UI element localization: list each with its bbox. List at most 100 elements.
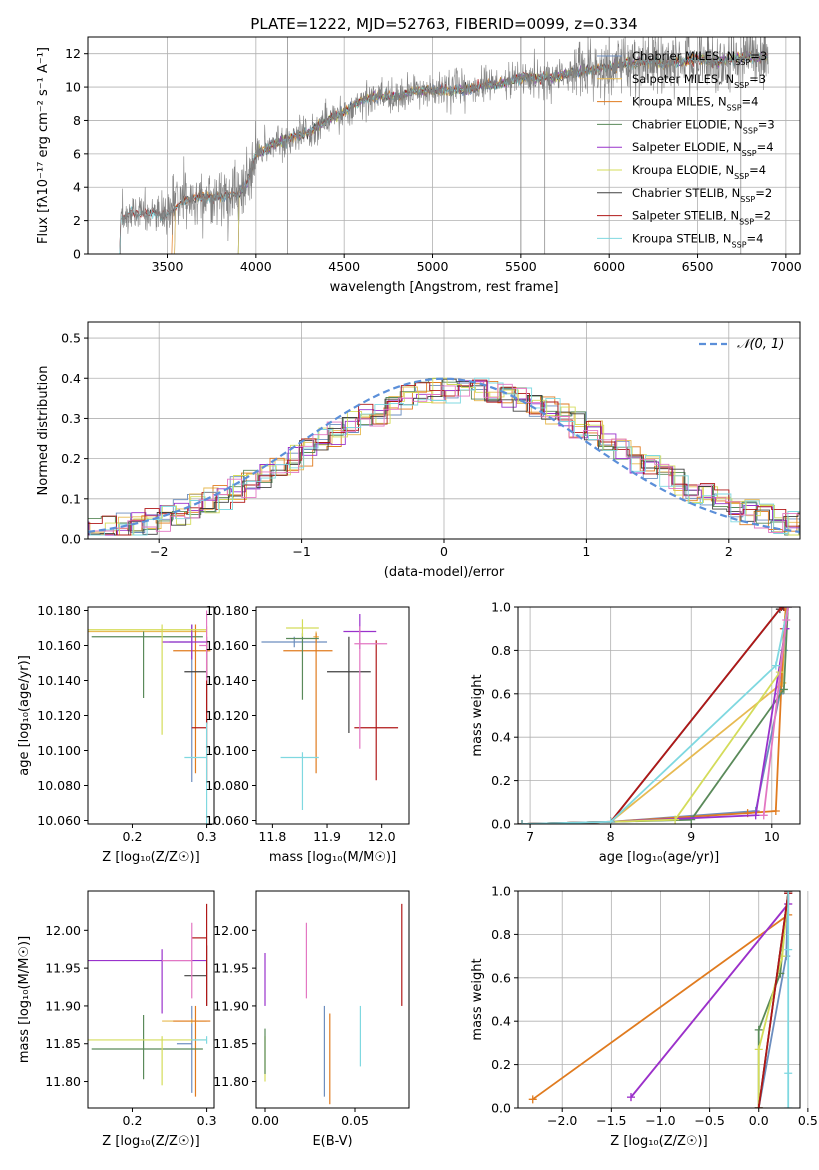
axes-frame <box>87 321 801 540</box>
y-tick-label: 1.0 <box>491 600 511 615</box>
x-tick-label: 4500 <box>328 259 360 274</box>
data-spectrum <box>119 37 769 254</box>
panel-mass_vs_Z: 0.2 0.3 11.80 11.85 11.90 11.95 12.00 Z [log₁₀(… <box>17 890 217 1149</box>
legend-nssp: =4 <box>757 140 774 154</box>
y-tick-label: 10.060 <box>37 813 81 828</box>
y-tick-label: 0.0 <box>491 817 511 832</box>
chart-title: PLATE=1222, MJD=52763, FIBERID=0099, z=0… <box>250 15 637 33</box>
y-tick-label: 0.4 <box>491 1014 511 1029</box>
legend-nssp: =2 <box>754 209 771 223</box>
x-tick-label: 6000 <box>593 259 625 274</box>
axes-frame <box>517 890 801 1109</box>
y-tick-label: 10.060 <box>205 813 249 828</box>
x-tick-label: 0 <box>440 544 448 559</box>
x-tick-label: 8 <box>607 829 615 844</box>
histogram-step <box>88 379 800 536</box>
panel-residuals: −2 −1 0 1 2 0.0 0.1 0.2 0.3 0.4 0.5 (data-model)/er… <box>36 321 801 580</box>
panel-age_vs_Z: 0.2 0.3 10.060 10.080 10.100 10.120 10.140 10.1… <box>17 603 217 865</box>
y-tick-label: 10.100 <box>205 743 249 758</box>
y-tick-label: 10.120 <box>205 708 249 723</box>
y-tick-label: 11.95 <box>213 961 249 976</box>
axes-frame <box>517 606 801 825</box>
plus-marker <box>779 685 788 694</box>
x-tick-label: 0.00 <box>251 1113 279 1128</box>
plus-marker <box>754 1045 763 1054</box>
y-tick-label: 11.90 <box>45 998 81 1013</box>
plot-area <box>119 37 769 254</box>
y-tick-label: 0.6 <box>491 970 511 985</box>
x-axis-label: mass [log₁₀(M/M☉)] <box>269 850 396 865</box>
y-tick-label: 1.0 <box>491 884 511 899</box>
y-tick-label: 0.0 <box>491 1101 511 1116</box>
legend-label: Kroupa ELODIE, NSSP=4 <box>632 163 766 181</box>
plus-marker <box>626 1093 635 1102</box>
cumulative-line <box>521 607 784 824</box>
y-tick-label: 11.90 <box>213 998 249 1013</box>
plus-marker <box>779 607 788 611</box>
legend-nssp: =4 <box>749 163 766 177</box>
y-tick-label: 10.180 <box>205 603 249 618</box>
axes-frame <box>87 890 215 1109</box>
panel-cumulative_Z: −2.0 −1.5 −1.0 −0.5 0.0 0.5 0.0 0.2 0.4 0.6 0.8 1.0… <box>470 884 818 1150</box>
x-tick-label: 0.5 <box>798 1113 818 1128</box>
y-tick-label: 0.1 <box>61 491 81 506</box>
grid-lines <box>518 606 800 825</box>
x-tick-label: −0.5 <box>694 1113 724 1128</box>
x-tick-label: 0.3 <box>197 1113 217 1128</box>
x-tick-label: 11.8 <box>258 829 286 844</box>
panel-spectrum: 3500 4000 4500 5000 5500 6000 6500 7000 0 2 4 6 8 10 1… <box>36 15 802 295</box>
y-tick-label: 10.180 <box>37 603 81 618</box>
plot-area <box>261 614 399 810</box>
histogram-step <box>88 380 800 536</box>
axes-frame <box>87 36 801 255</box>
histogram-step <box>88 381 800 533</box>
plus-marker <box>606 817 615 824</box>
axes-frame <box>255 890 410 1109</box>
y-tick-label: 8 <box>73 113 81 128</box>
y-tick-label: 10.160 <box>205 638 249 653</box>
plus-marker <box>687 815 696 824</box>
x-axis-label: Z [log₁₀(Z/Z☉)] <box>102 1134 199 1149</box>
legend-nssp: =2 <box>755 186 772 200</box>
x-tick-label: 7 <box>526 829 534 844</box>
y-tick-label: 11.80 <box>45 1074 81 1089</box>
normal-curve <box>88 377 800 534</box>
legend-nssp: =4 <box>742 95 759 109</box>
x-axis-label: Z [log₁₀(Z/Z☉)] <box>102 850 199 865</box>
plus-marker <box>518 820 527 824</box>
x-tick-label: −1.5 <box>596 1113 626 1128</box>
legend-sub: SSP <box>743 126 758 135</box>
plot-area <box>264 903 403 1105</box>
x-tick-label: −1.0 <box>645 1113 675 1128</box>
x-tick-label: 7000 <box>770 259 802 274</box>
x-tick-label: −1 <box>292 544 310 559</box>
y-tick-label: 10.080 <box>205 778 249 793</box>
x-tick-label: −2.0 <box>547 1113 577 1128</box>
x-tick-label: 1 <box>582 544 590 559</box>
legend-sub: SSP <box>734 172 749 181</box>
x-axis-label: (data-model)/error <box>384 565 505 580</box>
legend-label: Kroupa MILES, NSSP=4 <box>632 95 758 113</box>
legend-label: Chabrier ELODIE, NSSP=3 <box>632 117 775 135</box>
y-tick-label: 0.5 <box>61 331 81 346</box>
panel-age_vs_mass: 11.8 11.9 12.0 10.060 10.080 10.100 10.120 10.1… <box>205 603 410 865</box>
legend-sub: SSP <box>739 217 754 226</box>
plus-marker <box>771 806 780 815</box>
legend-sub: SSP <box>735 58 750 67</box>
cumulative-line <box>521 607 788 824</box>
legend-sub: SSP <box>732 240 747 249</box>
x-tick-label: 0.0 <box>749 1113 769 1128</box>
y-axis-label: Normed distribution <box>36 366 51 496</box>
plus-marker <box>784 1069 793 1078</box>
cumulative-line <box>521 607 785 824</box>
y-tick-label: 10 <box>65 80 81 95</box>
x-axis-label: wavelength [Angstrom, rest frame] <box>330 280 559 295</box>
plus-marker <box>784 891 793 895</box>
x-tick-label: 5000 <box>417 259 449 274</box>
x-axis-label: Z [log₁₀(Z/Z☉)] <box>610 1134 707 1149</box>
y-tick-label: 4 <box>73 180 81 195</box>
grid-lines <box>88 322 800 540</box>
plus-marker <box>671 815 680 824</box>
axes-frame <box>87 606 215 825</box>
legend: Chabrier MILES, NSSP=3 Salpeter MILES, NS… <box>597 49 775 249</box>
